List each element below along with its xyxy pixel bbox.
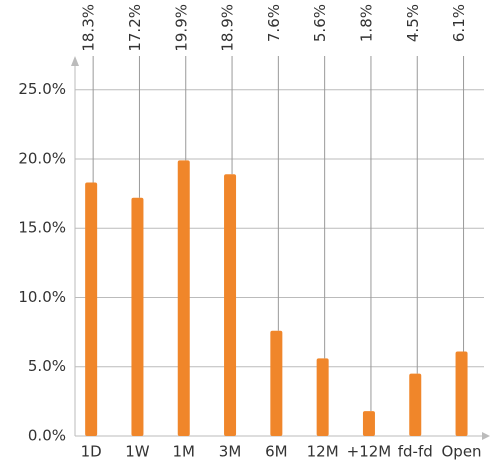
bar bbox=[224, 174, 237, 436]
value-label: 18.3% bbox=[80, 4, 98, 52]
x-tick-label: fd-fd bbox=[398, 443, 433, 461]
value-label: 4.5% bbox=[404, 4, 422, 42]
x-tick-label: 1D bbox=[81, 443, 102, 461]
y-tick-label: 10.0% bbox=[18, 288, 66, 306]
value-label: 18.9% bbox=[219, 4, 237, 52]
y-tick-label: 15.0% bbox=[18, 219, 66, 237]
value-label: 6.1% bbox=[450, 4, 468, 42]
bar bbox=[177, 160, 190, 436]
x-tick-label: 6M bbox=[265, 443, 288, 461]
x-tick-label: 1M bbox=[173, 443, 196, 461]
value-label: 5.6% bbox=[311, 4, 329, 42]
x-axis-arrow bbox=[482, 432, 490, 440]
y-axis-arrow bbox=[71, 56, 79, 66]
x-tick-label: 3M bbox=[219, 443, 242, 461]
bar bbox=[316, 358, 329, 436]
bar bbox=[455, 351, 468, 436]
y-tick-label: 0.0% bbox=[28, 427, 66, 445]
y-tick-label: 25.0% bbox=[18, 80, 66, 98]
value-label: 1.8% bbox=[357, 4, 375, 42]
x-tick-label: 1W bbox=[125, 443, 150, 461]
y-tick-label: 5.0% bbox=[28, 357, 66, 375]
bar bbox=[85, 182, 98, 436]
bar bbox=[270, 330, 283, 436]
value-label: 19.9% bbox=[172, 4, 190, 52]
x-tick-label: 12M bbox=[307, 443, 339, 461]
bar bbox=[131, 197, 144, 436]
bar bbox=[362, 411, 375, 436]
x-tick-label: +12M bbox=[347, 443, 392, 461]
value-label: 17.2% bbox=[126, 4, 144, 52]
y-tick-label: 20.0% bbox=[18, 149, 66, 167]
value-label: 7.6% bbox=[265, 4, 283, 42]
bar bbox=[409, 373, 422, 436]
x-tick-label: Open bbox=[442, 443, 482, 461]
